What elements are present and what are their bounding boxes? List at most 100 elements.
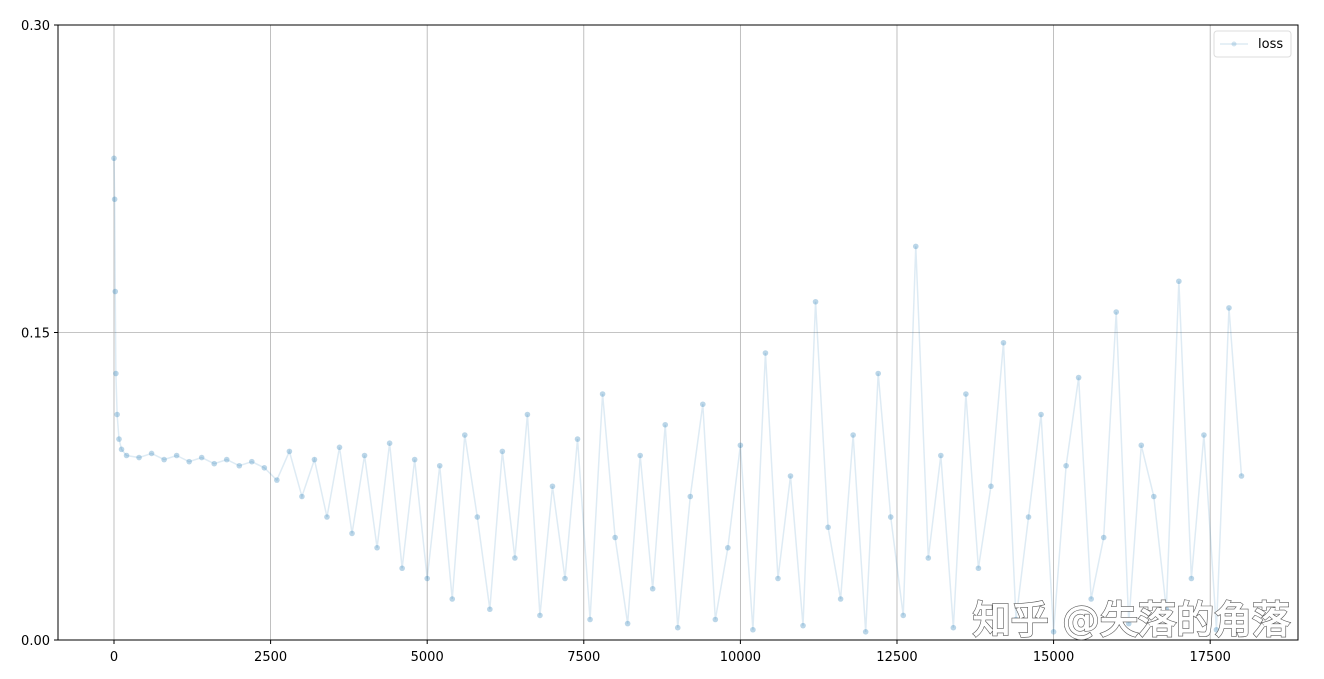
loss-point (1088, 596, 1094, 602)
loss-point (173, 452, 180, 459)
loss-point (862, 629, 869, 635)
x-tick-label: 10000 (720, 650, 761, 665)
loss-point (1226, 305, 1232, 311)
loss-point (1075, 374, 1082, 381)
loss-point (286, 448, 293, 455)
loss-point (474, 514, 481, 520)
loss-point (1025, 514, 1032, 520)
loss-point (198, 454, 205, 461)
plot-marks (111, 155, 1245, 635)
loss-point (649, 585, 656, 592)
legend-box (1213, 30, 1292, 58)
loss-point (123, 452, 130, 459)
y-tick-label: 0.15 (21, 327, 50, 342)
loss-point (875, 370, 881, 377)
loss-point (436, 462, 443, 469)
loss-point (674, 624, 681, 631)
loss-point (687, 493, 694, 500)
loss-point (461, 432, 468, 438)
loss-point (624, 620, 631, 627)
loss-point (111, 155, 117, 162)
loss-point (1125, 620, 1132, 627)
loss-point (299, 493, 305, 500)
loss-point (1113, 309, 1120, 315)
loss-point (1151, 493, 1157, 500)
loss-point (487, 606, 493, 613)
loss-point (524, 411, 531, 418)
loss-point (549, 483, 556, 490)
loss-point (900, 612, 907, 619)
loss-point (114, 411, 120, 418)
loss-point (912, 243, 919, 250)
loss-point (411, 456, 418, 463)
loss-point (249, 458, 255, 465)
loss-point (374, 544, 380, 551)
loss-point (336, 444, 343, 451)
loss-point (311, 456, 318, 463)
loss-point (887, 514, 894, 520)
x-tick-label: 2500 (254, 650, 287, 665)
loss-line (113, 158, 1243, 632)
loss-point (223, 456, 230, 463)
watermark: 知乎 @失落的角落 (973, 598, 1291, 642)
loss-point (1176, 278, 1182, 285)
loss-point (186, 458, 192, 465)
grid (58, 24, 1298, 641)
loss-point (637, 452, 643, 459)
x-tick-label: 17500 (1190, 650, 1231, 665)
loss-point (825, 524, 831, 531)
loss-point (1050, 629, 1057, 635)
loss-point (349, 530, 355, 537)
loss-point (111, 196, 118, 203)
loss-point (837, 596, 844, 602)
loss-point (537, 612, 543, 619)
loss-point (950, 624, 957, 631)
loss-point (737, 442, 744, 449)
loss-point (361, 452, 368, 459)
loss-point (1000, 339, 1007, 346)
loss-point (963, 391, 969, 397)
legend: loss (1213, 30, 1292, 58)
loss-point (386, 440, 393, 447)
loss-point (1100, 534, 1107, 541)
loss-point (261, 465, 268, 471)
loss-point (1013, 616, 1019, 623)
loss-point (112, 288, 119, 295)
loss-point (750, 626, 756, 633)
loss-point (850, 432, 856, 438)
loss-point (512, 555, 518, 561)
loss-point (762, 350, 769, 356)
loss-point (1238, 473, 1245, 479)
loss-point (988, 483, 994, 490)
legend-marker (1231, 41, 1237, 47)
loss-point (587, 616, 593, 623)
loss-point (499, 448, 506, 455)
loss-point (712, 616, 719, 623)
loss-point (1188, 575, 1195, 582)
loss-point (148, 450, 155, 457)
y-tick-label: 0.00 (21, 634, 50, 649)
loss-point (136, 454, 142, 461)
y-tick-label: 0.30 (21, 19, 50, 34)
loss-point (800, 622, 806, 629)
x-tick-label: 12500 (876, 650, 917, 665)
x-tick-label: 7500 (567, 650, 600, 665)
loss-point (449, 596, 456, 602)
x-tick-label: 0 (110, 650, 118, 665)
loss-point (236, 462, 243, 469)
loss-point (938, 452, 944, 459)
x-tick-label: 5000 (411, 650, 444, 665)
loss-point (599, 391, 606, 397)
loss-point (562, 575, 568, 582)
loss-point (1138, 442, 1145, 449)
loss-point (574, 436, 581, 442)
loss-point (725, 544, 731, 551)
loss-point (1063, 462, 1069, 469)
loss-point (787, 473, 794, 479)
loss-point (775, 575, 781, 582)
loss-point (1038, 411, 1044, 418)
loss-point (324, 514, 330, 520)
loss-point (116, 436, 122, 442)
loss-point (211, 460, 218, 467)
